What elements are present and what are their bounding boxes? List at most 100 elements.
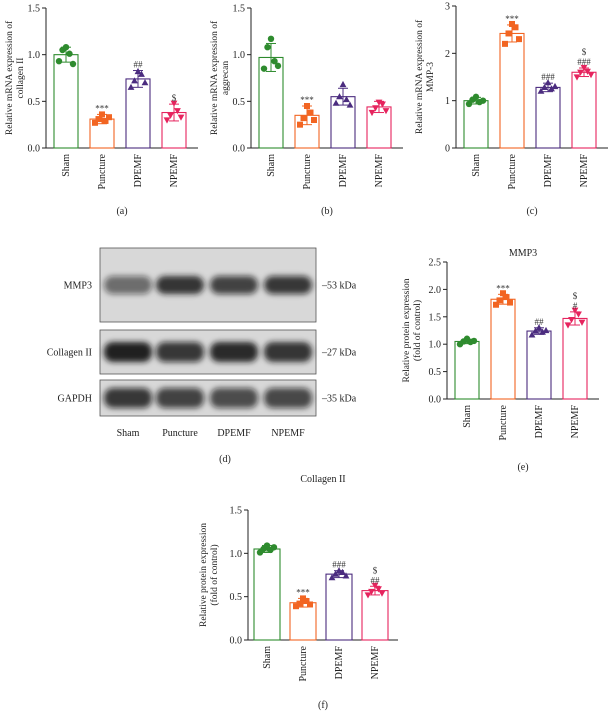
data-point-sham [270, 544, 278, 551]
data-point-puncture [496, 297, 503, 304]
blot-kda-label: –35 kDa [321, 394, 357, 405]
x-tick-label-dpemf: DPEMF [543, 154, 554, 188]
panel-label: (f) [318, 700, 328, 711]
blot-lane-label-dpemf: DPEMF [217, 428, 251, 439]
data-point-npemf [584, 68, 591, 75]
data-point-dpemf [539, 328, 546, 335]
data-point-dpemf [346, 101, 354, 108]
y-axis-label: Relative mRNA expression ofaggrecan [209, 20, 231, 135]
blot-row-label: MMP3 [64, 281, 92, 292]
data-point-puncture [502, 40, 508, 47]
blot-lane-label-npemf: NPEMF [271, 428, 305, 439]
bar-dpemf [535, 86, 561, 149]
x-tick-label-npemf: NPEMF [570, 405, 581, 439]
x-tick-label-sham: Sham [462, 405, 473, 428]
significance-annotation: $ [172, 93, 177, 103]
x-tick-label-npemf: NPEMF [169, 154, 180, 188]
data-point-npemf [382, 108, 390, 115]
y-tick-label: 1.0 [230, 549, 243, 560]
bar-dpemf [325, 573, 353, 641]
data-point-puncture [516, 36, 522, 43]
y-tick-label: 0.5 [28, 97, 41, 108]
y-tick-label: 1.5 [230, 506, 243, 517]
data-point-puncture [505, 30, 512, 37]
data-point-npemf [163, 117, 171, 124]
blot-band [264, 276, 312, 294]
significance-annotation: ### [332, 560, 346, 570]
y-tick-label: 1.5 [429, 312, 442, 323]
y-tick-label: 2.0 [429, 285, 442, 296]
chart-title: MMP3 [509, 248, 537, 259]
chart-title: Collagen II [300, 474, 345, 485]
chart-c-mmp3-mrna: 0 1 2 3 Relative mRNA expression ofMMP-3 Sham… [414, 2, 608, 217]
x-tick-label-sham: Sham [266, 154, 277, 177]
data-point-puncture [300, 595, 306, 602]
x-tick-label-dpemf: DPEMF [334, 646, 345, 680]
blot-row-label: Collagen II [47, 348, 92, 359]
x-tick-label-sham: Sham [61, 154, 72, 177]
y-tick-label: 1.0 [429, 340, 442, 351]
blot-band [210, 276, 258, 294]
x-tick-label-npemf: NPEMF [579, 154, 590, 188]
data-point-puncture [307, 109, 314, 116]
blot-band [156, 342, 204, 362]
data-point-puncture [503, 294, 510, 301]
panel-d-label: (d) [219, 454, 231, 465]
blot-band [104, 388, 152, 408]
x-tick-label-puncture: Puncture [507, 153, 518, 189]
western-blot-panel-d: MMP3 –53 kDa Collagen II –27 kDa GAPDH –35 kD… [47, 247, 357, 465]
blot-band [210, 342, 258, 362]
data-point-npemf [368, 109, 376, 117]
data-point-npemf [177, 114, 185, 121]
data-point-sham [263, 542, 271, 549]
data-point-npemf [587, 72, 595, 79]
data-point-dpemf [335, 567, 343, 574]
y-axis-label: Relative protein expression(fold of cont… [199, 523, 220, 627]
y-tick-label: 1.5 [233, 4, 246, 15]
significance-annotation: ## [134, 60, 144, 70]
x-tick-label-puncture: Puncture [302, 153, 313, 189]
y-axis-label: Relative mRNA expression ofcollagen II [4, 20, 26, 135]
data-point-sham [69, 60, 77, 68]
data-point-sham [267, 35, 275, 42]
y-tick-label: 2.5 [429, 258, 442, 269]
data-point-npemf [568, 316, 575, 324]
data-point-dpemf [528, 331, 536, 338]
data-point-dpemf [532, 327, 539, 334]
data-point-sham [472, 93, 480, 101]
data-point-sham [465, 100, 473, 108]
data-point-puncture [300, 115, 307, 122]
y-axis-label: Relative mRNA expression ofMMP-3 [414, 19, 436, 134]
data-point-dpemf [134, 67, 142, 75]
data-point-dpemf [336, 93, 343, 100]
bar-sham [454, 340, 480, 400]
data-point-puncture [92, 119, 98, 126]
data-point-puncture [99, 111, 105, 118]
bar-dpemf [526, 330, 552, 400]
data-point-npemf [170, 100, 178, 107]
data-point-puncture [296, 600, 303, 607]
data-point-npemf [575, 311, 582, 318]
y-tick-label: 1 [445, 96, 450, 107]
y-tick-label: 0.0 [429, 395, 442, 406]
data-point-npemf [167, 112, 174, 119]
y-tick-label: 2 [445, 49, 450, 60]
x-tick-label-puncture: Puncture [298, 645, 309, 681]
data-point-dpemf [127, 83, 135, 90]
data-point-puncture [311, 117, 317, 123]
bar-npemf [361, 590, 389, 641]
significance-annotation: $ [582, 47, 587, 57]
significance-annotation: # [573, 301, 578, 311]
data-point-dpemf [332, 99, 340, 106]
blot-band [104, 276, 152, 294]
data-point-puncture [512, 24, 519, 31]
significance-annotation: ## [535, 317, 545, 327]
x-tick-label-puncture: Puncture [498, 404, 509, 440]
data-point-puncture [507, 299, 513, 306]
blot-kda-label: –53 kDa [321, 281, 357, 292]
data-point-npemf [368, 588, 375, 596]
panel-label: (a) [116, 206, 127, 217]
data-point-dpemf [535, 324, 543, 331]
data-point-puncture [297, 121, 303, 128]
data-point-npemf [578, 319, 586, 326]
